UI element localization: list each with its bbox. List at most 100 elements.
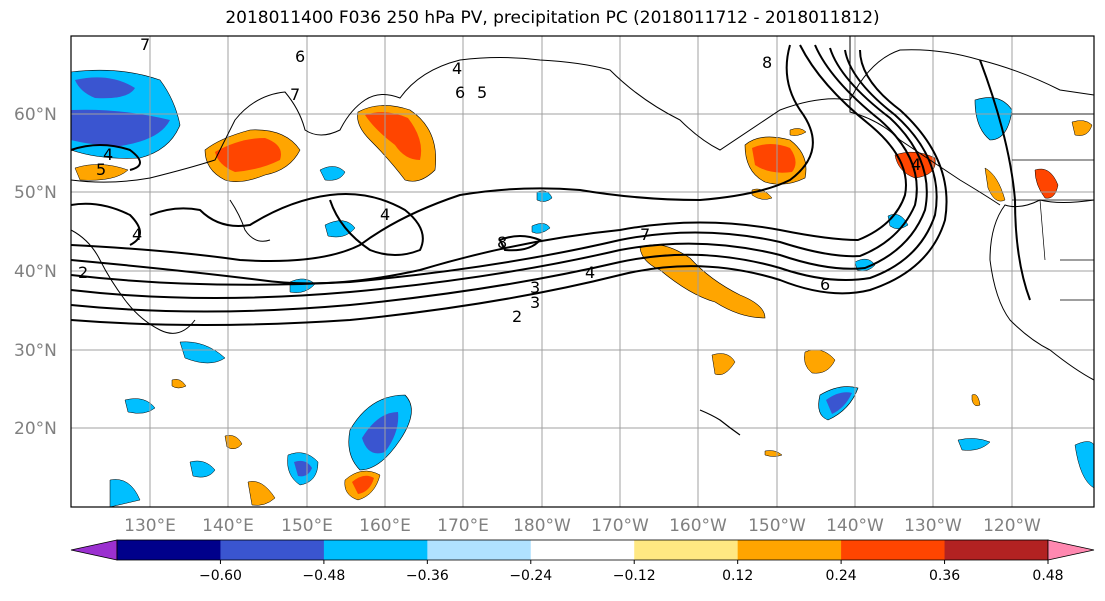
contour-label: 5 — [96, 160, 106, 179]
colorbar-segment — [427, 540, 532, 560]
precip-blob-pos-10 — [789, 128, 807, 136]
contour-labels: 7 6 4 5 6 8 7 4 5 4 4 8 7 4 3 3 2 6 2 4 — [78, 35, 921, 326]
colorbar-tick-label: 0.12 — [722, 568, 753, 584]
precip-blob-pos-2-core — [365, 112, 422, 160]
lon-label: 150°E — [281, 516, 333, 536]
coastlines — [70, 36, 1095, 436]
precip-blob-pos-14 — [247, 481, 276, 506]
contour-label: 4 — [452, 59, 462, 78]
lon-label: 180°W — [513, 516, 571, 536]
contour-label: 7 — [290, 85, 300, 104]
state-borders — [1012, 113, 1094, 201]
lon-label: 120°W — [983, 516, 1041, 536]
precip-blob-pos-3-core — [752, 144, 796, 173]
longitude-labels: 130°E 140°E 150°E 160°E 170°E 180°W 170°… — [124, 516, 1041, 536]
precip-blob-pos-12 — [711, 353, 736, 375]
precip-blob-neg-18 — [531, 223, 551, 234]
contour-label: 2 — [78, 263, 88, 282]
pv-contours — [70, 44, 1031, 326]
contour-label: 8 — [497, 233, 507, 252]
precip-blob-pos-1-core — [215, 138, 281, 172]
colorbar-tick-label: −0.12 — [613, 568, 656, 584]
colorbar-segment — [323, 540, 428, 560]
lon-label: 150°W — [748, 516, 806, 536]
colorbar-tick-label: 0.48 — [1032, 568, 1063, 584]
contour-label: 2 — [512, 307, 522, 326]
hawaii-islands — [699, 409, 741, 436]
colorbar: −0.60 −0.48 −0.36 −0.24 −0.12 0.12 0.24 0.36 0.4… — [70, 539, 1095, 584]
map-title: 2018011400 F036 250 hPa PV, precipitatio… — [225, 8, 880, 28]
lon-label: 170°E — [437, 516, 489, 536]
contour-label: 6 — [295, 47, 305, 66]
colorbar-tick-label: −0.60 — [199, 568, 242, 584]
lon-label: 160°E — [359, 516, 411, 536]
lon-label: 140°W — [826, 516, 884, 536]
contour-label: 5 — [477, 83, 487, 102]
lat-label: 20°N — [14, 419, 57, 439]
contour-label: 3 — [530, 293, 540, 312]
coastline-japan — [229, 199, 271, 242]
precip-blob-neg-15 — [957, 438, 991, 451]
colorbar-segment — [530, 540, 635, 560]
precip-blob-neg-4 — [324, 220, 356, 238]
contour-label: 6 — [820, 275, 830, 294]
precip-blob-neg-17 — [536, 190, 553, 202]
precip-blob-neg-12-core — [826, 392, 852, 414]
contour-label: 4 — [585, 263, 595, 282]
colorbar-extend-low — [70, 539, 118, 561]
map-frame — [70, 35, 1095, 508]
colorbar-tick-label: 0.36 — [929, 568, 960, 584]
contour-label: 8 — [762, 53, 772, 72]
precip-blob-neg-8-core — [362, 412, 399, 454]
precip-blob-neg-1-core2 — [75, 77, 135, 99]
contour-label: 7 — [640, 225, 650, 244]
precip-blob-neg-3 — [319, 166, 346, 181]
coastline-asia — [70, 229, 196, 334]
lon-label: 130°W — [904, 516, 962, 536]
precip-blob-pos-13-core — [352, 475, 374, 494]
contour-label: 4 — [103, 145, 113, 164]
colorbar-segment — [841, 540, 946, 560]
colorbar-tick-label: 0.24 — [826, 568, 857, 584]
lon-label: 140°E — [202, 516, 254, 536]
lat-label: 30°N — [14, 341, 57, 361]
colorbar-segment — [117, 540, 221, 560]
precip-blob-pos-17 — [764, 450, 783, 457]
precip-blob-pos-18 — [971, 394, 981, 407]
contour-label: 3 — [530, 278, 540, 297]
colorbar-extend-high — [1047, 539, 1095, 561]
state-borders-2 — [1039, 199, 1094, 301]
precip-blob-pos-4 — [74, 164, 129, 181]
lon-label: 130°E — [124, 516, 176, 536]
contour-label: 6 — [455, 83, 465, 102]
colorbar-segment — [634, 540, 739, 560]
precip-blob-neg-1-core — [71, 109, 170, 146]
precip-blob-pos-7 — [984, 167, 1006, 202]
colorbar-segment — [220, 540, 325, 560]
precip-blob-pos-9 — [1071, 120, 1093, 136]
precip-blob-pos-6 — [639, 244, 766, 319]
lat-label: 60°N — [14, 105, 57, 125]
precip-blob-pos-16 — [171, 379, 187, 389]
precip-blob-pos-8 — [1034, 168, 1059, 199]
lat-label: 50°N — [14, 183, 57, 203]
colorbar-tick-label: −0.24 — [509, 568, 552, 584]
lat-label: 40°N — [14, 262, 57, 282]
colorbar-tick-label: −0.36 — [406, 568, 449, 584]
contour-label: 7 — [140, 35, 150, 54]
contour-label: 4 — [380, 205, 390, 224]
contour-label: 4 — [132, 225, 142, 244]
lon-label: 160°W — [669, 516, 727, 536]
colorbar-segment — [944, 540, 1049, 560]
lon-label: 170°W — [591, 516, 649, 536]
latitude-labels: 60°N 50°N 40°N 30°N 20°N — [14, 105, 57, 439]
precip-blob-neg-6 — [179, 341, 226, 364]
precip-blob-pos-15 — [224, 435, 243, 450]
precip-blob-neg-11 — [109, 479, 141, 508]
contour-label: 4 — [911, 155, 921, 174]
precip-blob-neg-7 — [124, 398, 156, 414]
colorbar-segment — [737, 540, 842, 560]
colorbar-tick-label: −0.48 — [302, 568, 345, 584]
precip-blob-neg-10 — [189, 460, 216, 478]
